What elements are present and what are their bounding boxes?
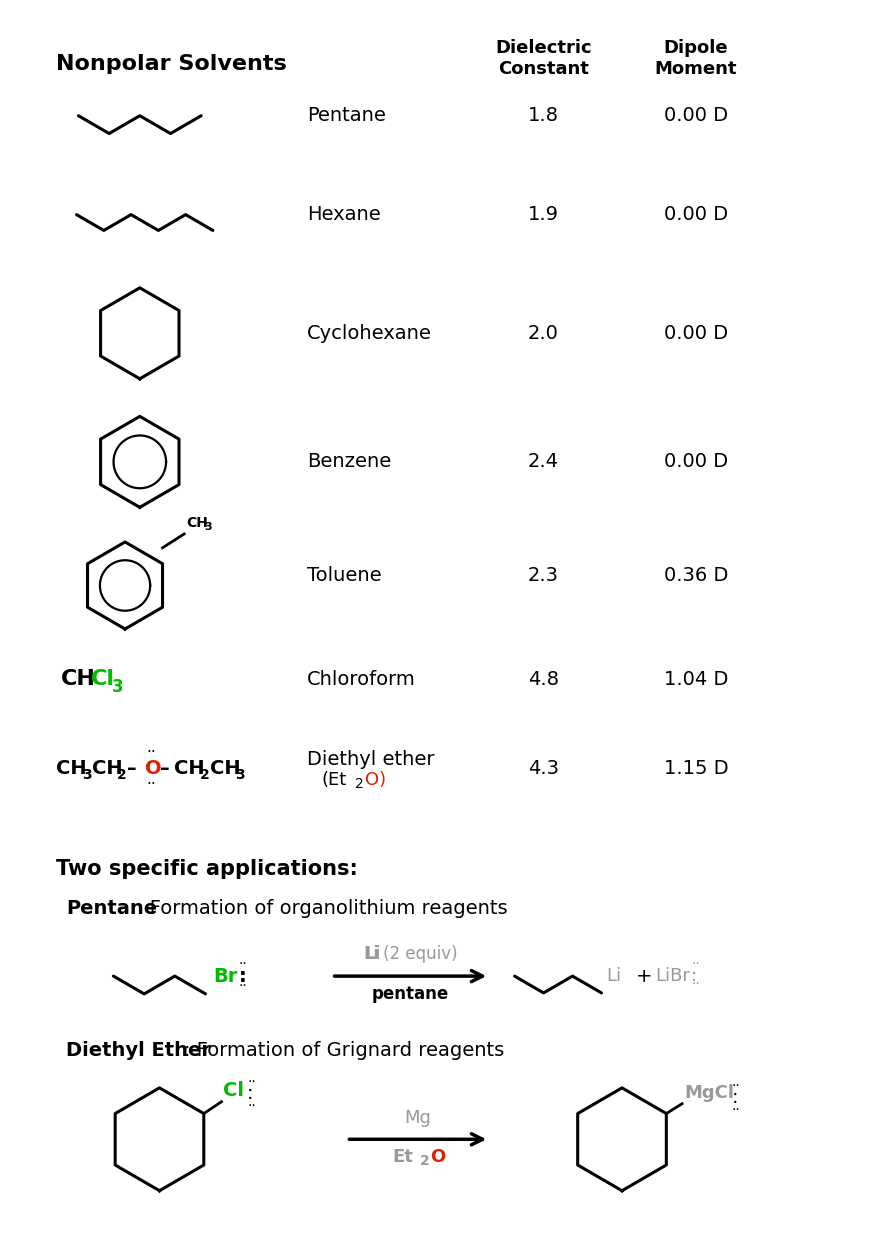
Text: Cyclohexane: Cyclohexane: [307, 324, 432, 343]
Text: ··: ··: [247, 1075, 256, 1089]
Text: 0.00 D: 0.00 D: [663, 205, 728, 224]
Text: ··: ··: [239, 957, 247, 971]
Text: CH: CH: [210, 759, 240, 777]
Text: 1.8: 1.8: [528, 107, 558, 126]
Text: 2: 2: [420, 1154, 430, 1168]
Text: CH: CH: [174, 759, 205, 777]
Text: (Et: (Et: [322, 771, 347, 789]
Text: Et: Et: [392, 1148, 413, 1166]
Text: CH: CH: [56, 759, 87, 777]
Text: –: –: [161, 759, 170, 777]
Text: 3: 3: [235, 769, 245, 782]
Text: 1.15 D: 1.15 D: [663, 759, 728, 777]
Text: 1.04 D: 1.04 D: [663, 669, 728, 690]
Text: Toluene: Toluene: [307, 566, 382, 585]
Text: LiBr: LiBr: [656, 967, 690, 985]
Text: 3: 3: [204, 522, 212, 533]
Text: 3: 3: [82, 769, 92, 782]
Text: Diethyl Ether: Diethyl Ether: [66, 1041, 211, 1060]
Text: 0.00 D: 0.00 D: [663, 324, 728, 343]
Text: ··: ··: [147, 745, 156, 760]
Text: : Formation of Grignard reagents: : Formation of Grignard reagents: [184, 1041, 504, 1060]
Text: ··: ··: [239, 978, 247, 993]
Text: Cl: Cl: [91, 669, 114, 690]
Text: 4.3: 4.3: [528, 759, 558, 777]
Text: Mg: Mg: [404, 1109, 431, 1127]
Text: O: O: [145, 759, 162, 777]
Text: 2: 2: [356, 777, 364, 791]
Text: ··: ··: [732, 1079, 740, 1093]
Text: ··: ··: [247, 1099, 256, 1113]
Text: 3: 3: [112, 678, 124, 696]
Text: pentane: pentane: [371, 985, 449, 1002]
Text: Pentane: Pentane: [307, 107, 386, 126]
Text: 2.3: 2.3: [528, 566, 558, 585]
Text: 0.00 D: 0.00 D: [663, 452, 728, 471]
Text: : Formation of organolithium reagents: : Formation of organolithium reagents: [137, 899, 508, 918]
Text: Pentane: Pentane: [66, 899, 157, 918]
Text: O: O: [430, 1148, 446, 1166]
Text: Cl: Cl: [224, 1080, 245, 1100]
Text: ··: ··: [732, 1103, 740, 1117]
Text: 2: 2: [200, 769, 210, 782]
Text: Diethyl ether: Diethyl ether: [307, 750, 434, 769]
Text: 2.0: 2.0: [528, 324, 558, 343]
Text: –: –: [127, 759, 136, 777]
Text: Two specific applications:: Two specific applications:: [56, 859, 358, 879]
Text: Dipole
Moment: Dipole Moment: [655, 39, 737, 78]
Text: 2.4: 2.4: [528, 452, 558, 471]
Text: Hexane: Hexane: [307, 205, 381, 224]
Text: O): O): [365, 771, 386, 789]
Text: Li (2 equiv): Li (2 equiv): [364, 946, 457, 963]
Text: CH: CH: [61, 669, 96, 690]
Text: CH: CH: [92, 759, 122, 777]
Text: Chloroform: Chloroform: [307, 669, 416, 690]
Text: ··: ··: [691, 957, 700, 971]
Text: MgCl: MgCl: [684, 1084, 734, 1102]
Text: ··: ··: [691, 977, 700, 991]
Text: 0.36 D: 0.36 D: [663, 566, 728, 585]
Text: CH: CH: [186, 516, 208, 530]
Text: +: +: [636, 967, 653, 986]
Text: 1.9: 1.9: [528, 205, 558, 224]
Text: Benzene: Benzene: [307, 452, 392, 471]
Text: 4.8: 4.8: [528, 669, 558, 690]
Text: ··: ··: [147, 776, 156, 791]
Text: :: :: [239, 967, 246, 986]
Text: 2: 2: [117, 769, 127, 782]
Text: :: :: [732, 1088, 738, 1108]
Text: :: :: [691, 967, 697, 985]
Text: Nonpolar Solvents: Nonpolar Solvents: [56, 54, 287, 74]
Text: 0.00 D: 0.00 D: [663, 107, 728, 126]
Text: Li: Li: [364, 946, 381, 963]
Text: :: :: [247, 1084, 253, 1103]
Text: Dielectric
Constant: Dielectric Constant: [495, 39, 592, 78]
Text: Li: Li: [607, 967, 621, 985]
Text: Br: Br: [213, 967, 238, 986]
